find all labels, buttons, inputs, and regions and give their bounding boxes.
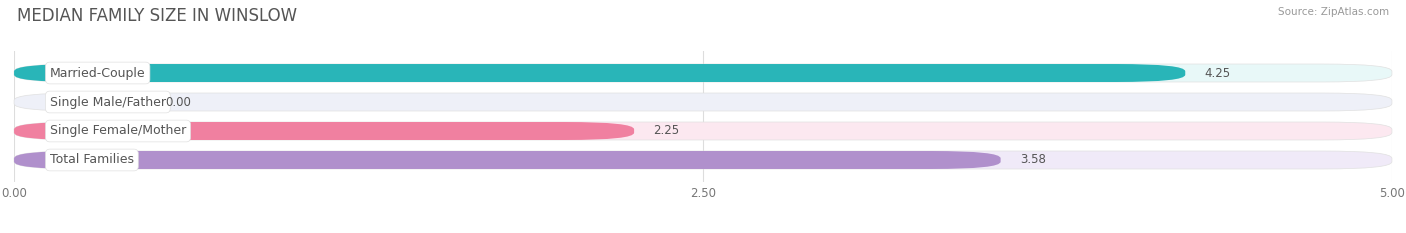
FancyBboxPatch shape: [14, 93, 1392, 111]
Text: 3.58: 3.58: [1019, 154, 1046, 167]
Text: Total Families: Total Families: [49, 154, 134, 167]
FancyBboxPatch shape: [14, 151, 1392, 169]
Text: 2.25: 2.25: [654, 124, 679, 137]
Text: 0.00: 0.00: [166, 96, 191, 109]
FancyBboxPatch shape: [14, 64, 1185, 82]
FancyBboxPatch shape: [14, 122, 1392, 140]
FancyBboxPatch shape: [14, 122, 634, 140]
Text: Source: ZipAtlas.com: Source: ZipAtlas.com: [1278, 7, 1389, 17]
FancyBboxPatch shape: [14, 151, 1001, 169]
Text: MEDIAN FAMILY SIZE IN WINSLOW: MEDIAN FAMILY SIZE IN WINSLOW: [17, 7, 297, 25]
Text: Single Male/Father: Single Male/Father: [49, 96, 166, 109]
Text: 4.25: 4.25: [1205, 66, 1230, 79]
FancyBboxPatch shape: [14, 64, 1392, 82]
Text: Married-Couple: Married-Couple: [49, 66, 145, 79]
Text: Single Female/Mother: Single Female/Mother: [49, 124, 186, 137]
